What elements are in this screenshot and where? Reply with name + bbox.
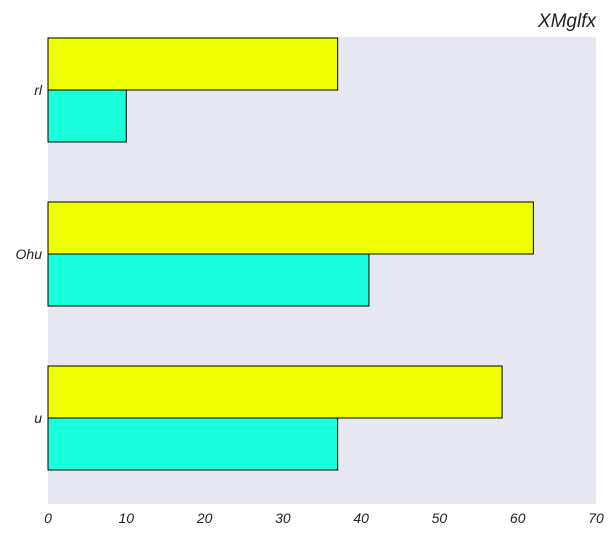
y-tick-labels: rl Ohu u — [16, 82, 43, 426]
y-tick-label: rl — [34, 82, 43, 98]
chart-title: XMglfx — [537, 11, 598, 32]
bars-layer — [47, 37, 534, 471]
x-tick-label: 50 — [432, 510, 448, 526]
x-tick-label: 20 — [196, 510, 213, 526]
bar-rl-series-1 — [47, 37, 339, 91]
bar-rl-series-2 — [47, 89, 127, 143]
bar-Ohu-series-1 — [47, 201, 534, 255]
x-tick-label: 0 — [44, 510, 52, 526]
bar-u-series-2 — [47, 417, 339, 471]
y-tick-label: Ohu — [16, 246, 43, 262]
bar-Ohu-series-2 — [47, 253, 370, 307]
x-tick-label: 70 — [588, 510, 604, 526]
x-tick-labels: 0 10 20 30 40 50 60 70 — [44, 510, 604, 526]
x-tick-label: 40 — [353, 510, 369, 526]
x-tick-label: 10 — [118, 510, 134, 526]
bar-u-series-1 — [47, 365, 503, 419]
x-tick-label: 60 — [510, 510, 526, 526]
y-tick-label: u — [34, 410, 42, 426]
x-tick-label: 30 — [275, 510, 291, 526]
